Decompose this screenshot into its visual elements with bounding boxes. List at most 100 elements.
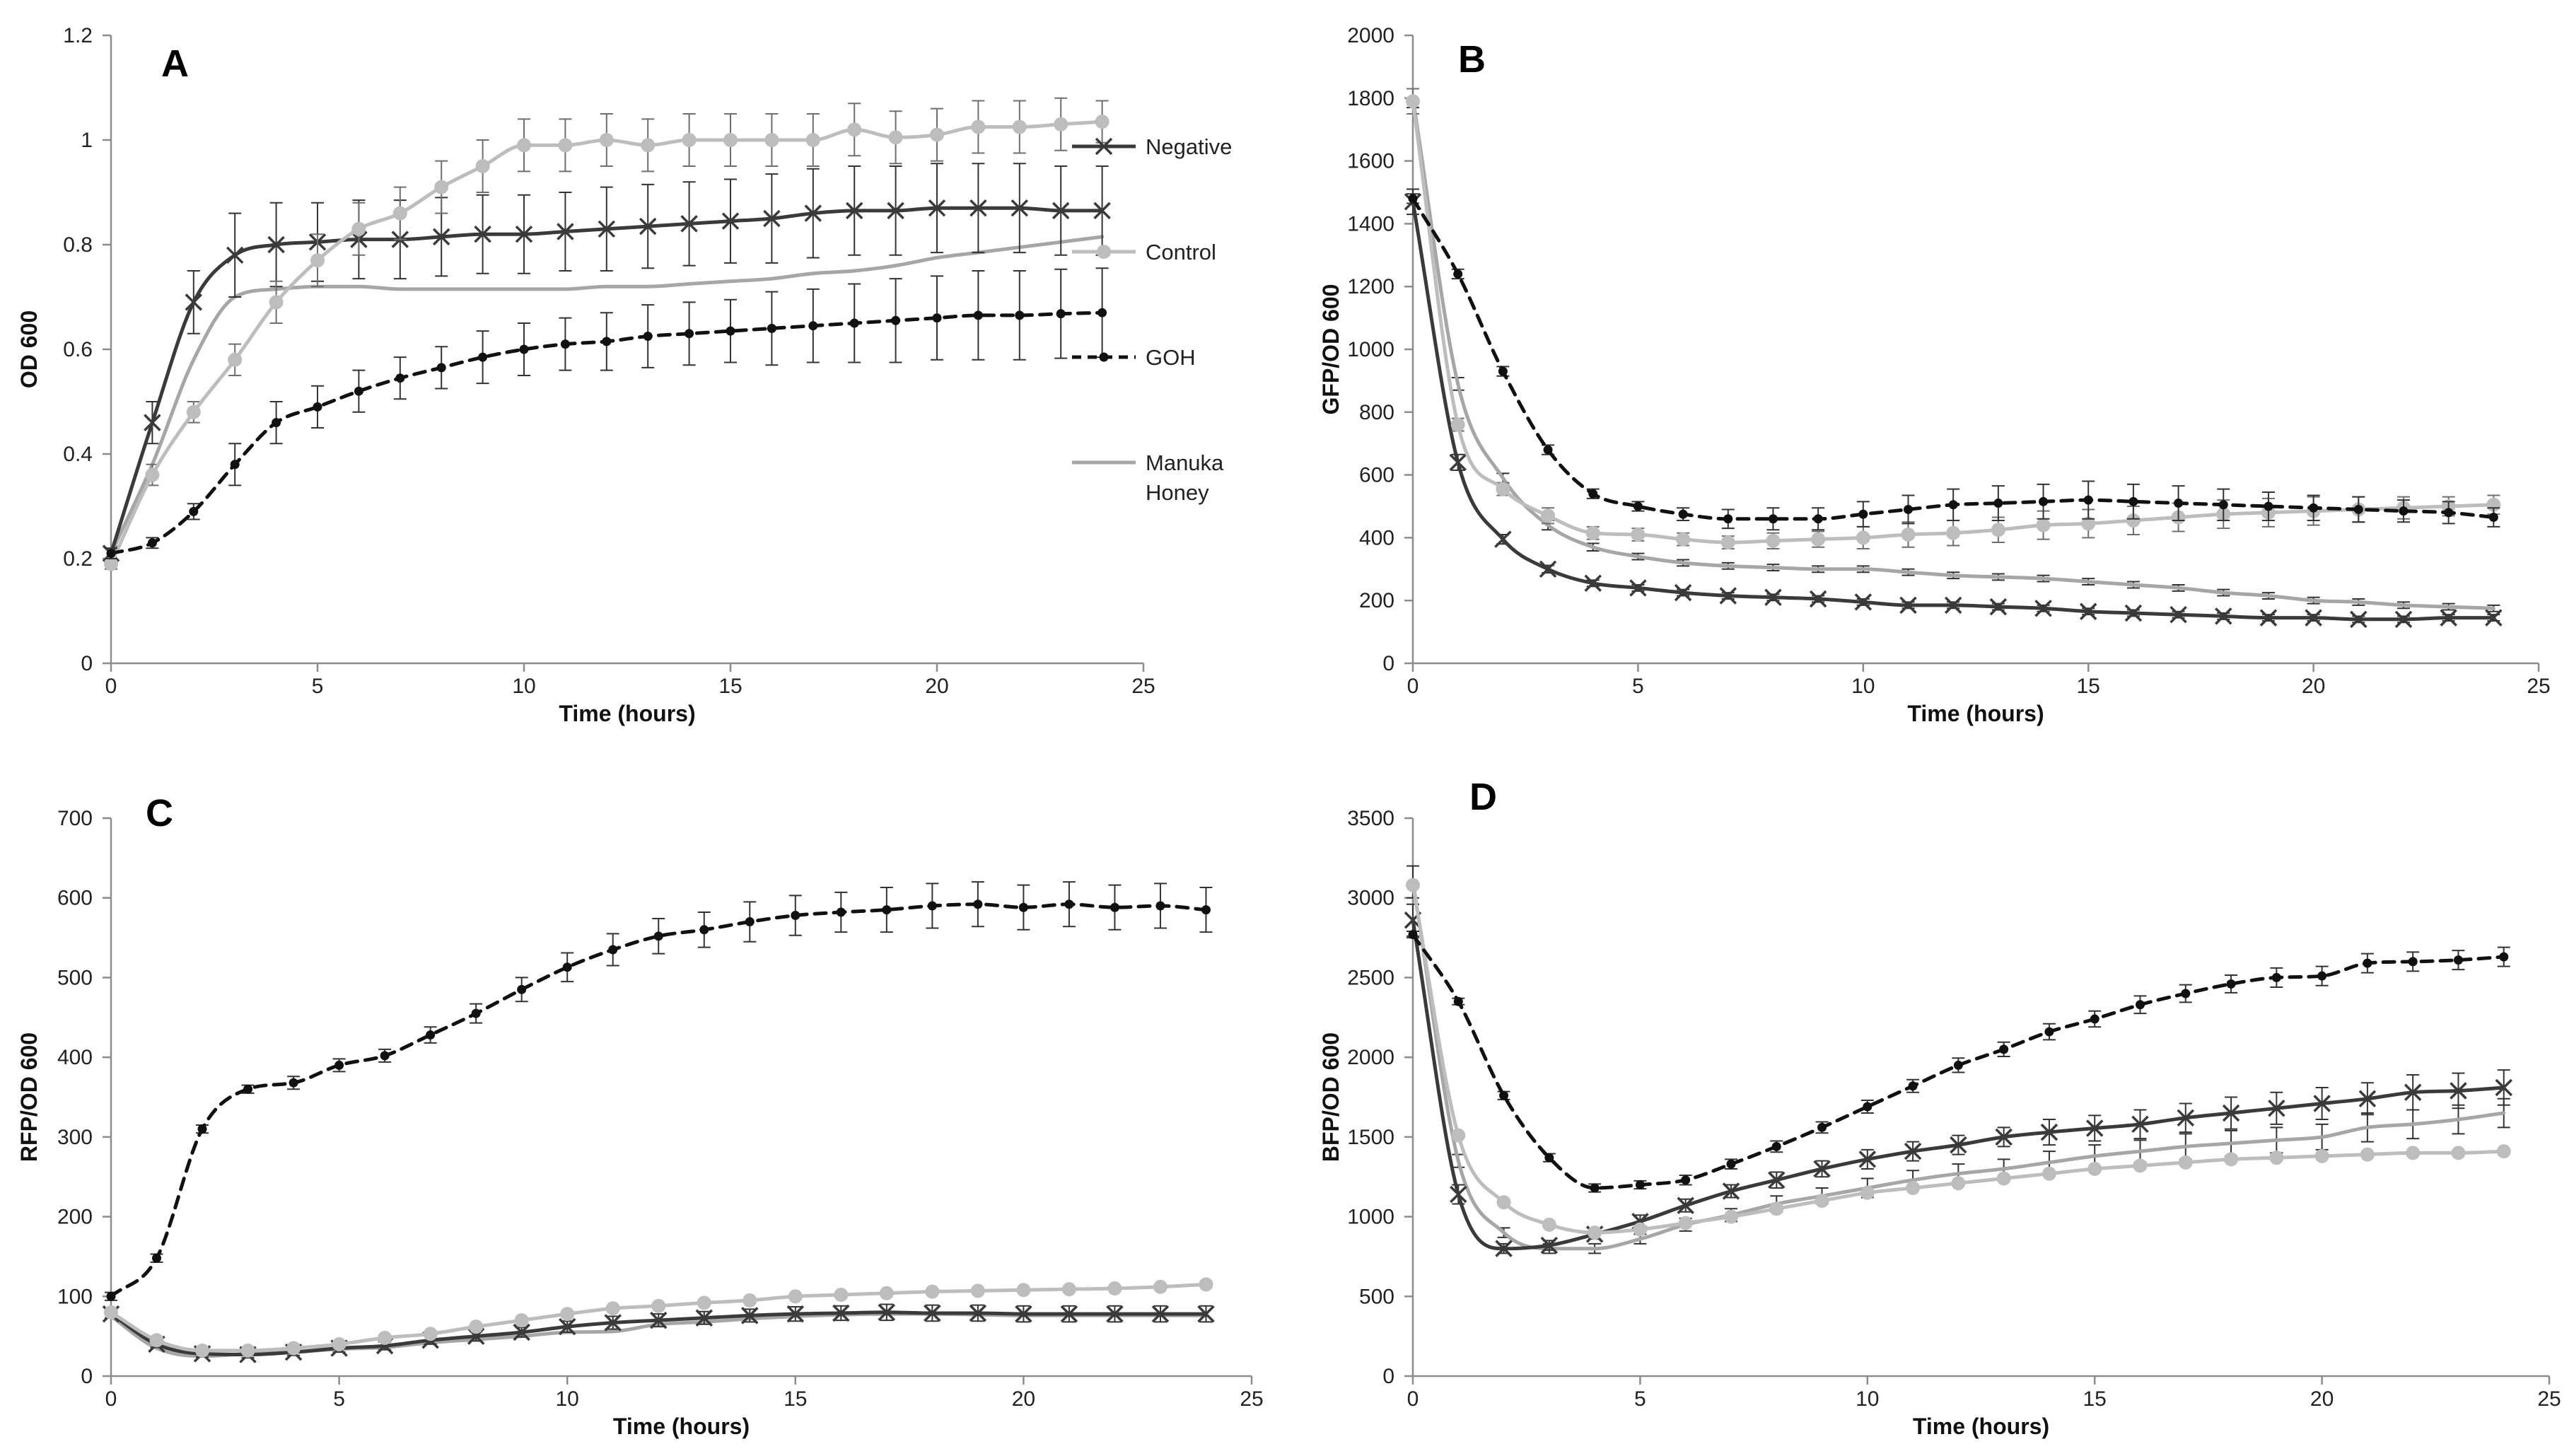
goh-marker-24 (2488, 513, 2498, 523)
control-marker-14 (2042, 1166, 2056, 1181)
goh-marker-7 (426, 1030, 436, 1040)
negative-marker-13 (1995, 1128, 2013, 1146)
control-marker-2 (1496, 1195, 1511, 1210)
negative-marker-22 (2394, 610, 2413, 629)
control-marker-19 (2269, 1151, 2284, 1165)
y-tick-label: 400 (1359, 526, 1394, 549)
control-marker-10 (1860, 1185, 1875, 1200)
control-marker-16 (2126, 513, 2141, 528)
x-tick-label: 15 (2077, 675, 2100, 698)
negative-marker-10 (558, 1317, 576, 1336)
y-axis-label: BFP/OD 600 (1318, 1032, 1344, 1162)
negative-marker-3 (1540, 1236, 1559, 1254)
y-tick-label: 200 (1359, 589, 1394, 612)
negative-marker-17 (2177, 1109, 2194, 1127)
series-manuka (109, 235, 1105, 556)
y-tick-label: 1000 (1347, 338, 1394, 361)
goh-marker-24 (1097, 308, 1107, 318)
goh-marker-7 (1723, 514, 1733, 524)
y-tick-label: 600 (57, 887, 93, 910)
goh-marker-24 (1201, 905, 1211, 915)
goh-marker-11 (608, 945, 618, 955)
negative-marker-23 (1151, 1305, 1170, 1323)
negative-marker-8 (1768, 1171, 1786, 1189)
series-goh (105, 267, 1109, 559)
series-control (1406, 88, 2501, 550)
x-tick-label: 10 (512, 675, 535, 698)
goh-marker-16 (767, 323, 776, 333)
control-marker-4 (1585, 525, 1600, 540)
x-tick-label: 20 (925, 675, 948, 698)
control-marker-4 (286, 1341, 301, 1356)
control-marker-17 (2178, 1155, 2193, 1170)
control-marker-18 (847, 122, 862, 137)
negative-marker-10 (1858, 1151, 1877, 1168)
goh-marker-10 (562, 962, 572, 972)
series-control (1406, 878, 2511, 1240)
control-marker-10 (1856, 530, 1870, 545)
control-marker-14 (742, 1293, 757, 1308)
goh-marker-23 (1056, 309, 1066, 319)
manuka-line (109, 235, 1105, 556)
goh-marker-9 (517, 984, 527, 994)
goh-marker-4 (272, 418, 281, 428)
y-tick-label: 1 (81, 129, 93, 152)
x-tick-label: 0 (1407, 675, 1419, 698)
goh-marker-2 (1499, 1090, 1509, 1100)
control-marker-12 (1946, 525, 1961, 540)
negative-line (1411, 199, 2496, 622)
y-tick-label: 100 (57, 1285, 93, 1308)
goh-marker-3 (243, 1084, 253, 1094)
goh-marker-5 (313, 402, 322, 412)
goh-marker-8 (436, 363, 446, 373)
y-tick-label: 0 (1382, 652, 1394, 675)
negative-marker-19 (887, 202, 904, 220)
control-marker-15 (2087, 1161, 2102, 1176)
goh-marker-20 (2317, 971, 2327, 981)
negative-marker-16 (763, 209, 781, 228)
control-marker-5 (332, 1336, 346, 1351)
goh-marker-legend (1099, 352, 1109, 362)
goh-marker-17 (882, 905, 892, 915)
control-marker-22 (1012, 120, 1027, 134)
goh-marker-19 (891, 315, 901, 325)
goh-marker-14 (685, 329, 694, 339)
control-marker-14 (682, 133, 697, 147)
goh-marker-12 (602, 337, 612, 346)
control-marker-6 (1678, 1216, 1693, 1230)
goh-marker-0 (106, 549, 116, 559)
negative-marker-7 (1719, 587, 1737, 605)
negative-marker-11 (604, 1314, 622, 1332)
goh-marker-7 (1726, 1159, 1736, 1169)
control-marker-9 (1815, 1194, 1829, 1209)
negative-marker-17 (804, 204, 822, 222)
negative-marker-19 (969, 1304, 987, 1322)
goh-marker-0 (1408, 194, 1418, 204)
goh-marker-3 (230, 460, 240, 470)
control-marker-3 (1542, 1217, 1556, 1232)
y-tick-label: 3000 (1347, 887, 1394, 910)
goh-marker-14 (2044, 1027, 2054, 1037)
negative-marker-16 (832, 1304, 850, 1322)
negative-marker-12 (650, 1311, 668, 1329)
control-marker-8 (469, 1320, 484, 1334)
negative-marker-10 (1854, 593, 1873, 611)
goh-marker-15 (2090, 1014, 2100, 1024)
goh-marker-20 (1018, 902, 1028, 912)
control-marker-11 (1901, 527, 1916, 542)
goh-marker-18 (849, 318, 859, 328)
goh-marker-10 (1858, 509, 1868, 519)
negative-marker-24 (2495, 1078, 2512, 1097)
control-marker-21 (971, 120, 986, 134)
y-tick-label: 0.6 (63, 338, 93, 361)
negative-marker-1 (144, 414, 161, 431)
panel-letter: D (1469, 776, 1497, 818)
control-marker-7 (392, 206, 407, 221)
goh-marker-6 (354, 386, 363, 396)
y-tick-label: 1800 (1347, 87, 1394, 110)
goh-marker-9 (1813, 514, 1823, 524)
negative-marker-21 (969, 199, 987, 217)
goh-marker-19 (2271, 972, 2281, 982)
y-axis-label: OD 600 (16, 310, 42, 388)
y-tick-label: 0 (81, 1365, 93, 1388)
